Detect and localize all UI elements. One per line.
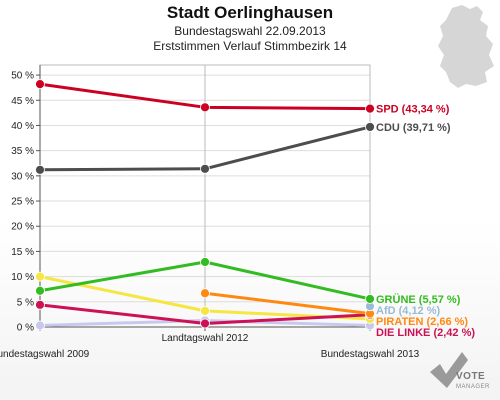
x-axis-ticks: Bundestagswahl 2009 Landtagswahl 2012 Bund… <box>0 327 420 360</box>
y-tick-label: 35 % <box>11 146 34 157</box>
series-line <box>203 291 372 316</box>
data-point <box>200 102 210 113</box>
data-point <box>200 288 210 299</box>
vote-manager-logo: VOTE MANAGER <box>430 352 490 390</box>
end-label: GRÜNE (5,57 %) <box>376 293 461 306</box>
series-gr-ne <box>35 257 375 304</box>
germany-map-icon <box>438 5 494 88</box>
y-tick-label: 15 % <box>11 247 34 258</box>
data-point <box>365 294 375 304</box>
data-point <box>35 299 45 310</box>
series-piraten <box>200 288 375 319</box>
brand-name: VOTE <box>456 371 485 382</box>
y-tick-label: 40 % <box>11 121 34 132</box>
data-point <box>200 318 210 329</box>
y-tick-label: 5 % <box>17 297 34 308</box>
end-labels: SPD (43,34 %) CDU (39,71 %) GRÜNE (5,57 %)… <box>376 104 475 339</box>
data-point <box>35 320 45 331</box>
data-point <box>35 271 45 282</box>
y-tick-label: 30 % <box>11 171 34 182</box>
y-axis-ticks: 0 % 5 % 10 % 15 % 20 % 25 % 30 % 35 % 40 % 45 % 50… <box>11 71 40 334</box>
data-point <box>365 122 375 132</box>
y-tick-label: 10 % <box>11 272 34 283</box>
data-point <box>35 285 45 296</box>
chart-title: Stadt Oerlinghausen <box>167 3 333 22</box>
end-label: PIRATEN (2,66 %) <box>376 316 468 328</box>
data-point <box>200 305 210 316</box>
brand-sub: MANAGER <box>456 384 490 390</box>
data-point <box>200 257 210 267</box>
end-label: CDU (39,71 %) <box>376 122 451 134</box>
x-tick-label: Landtagswahl 2012 <box>162 333 249 344</box>
data-point <box>35 164 45 175</box>
series-spd <box>35 79 375 114</box>
data-point <box>35 79 45 90</box>
x-tick-label: Bundestagswahl 2009 <box>0 349 90 360</box>
checkmark-logo-icon <box>430 352 468 388</box>
end-label: SPD (43,34 %) <box>376 104 450 116</box>
y-tick-label: 20 % <box>11 222 34 233</box>
chart-subtitle-2: Erststimmen Verlauf Stimmbezirk 14 <box>153 39 347 53</box>
series-group <box>35 79 375 331</box>
data-point <box>200 163 210 174</box>
x-tick-label: Bundestagswahl 2013 <box>321 349 420 360</box>
y-tick-label: 25 % <box>11 197 34 208</box>
series-cdu <box>35 122 375 175</box>
y-tick-label: 50 % <box>11 71 34 82</box>
end-label: DIE LINKE (2,42 %) <box>376 327 475 339</box>
data-point <box>365 103 375 114</box>
y-tick-label: 0 % <box>17 323 34 334</box>
y-tick-label: 45 % <box>11 96 34 107</box>
end-label: AfD (4,12 %) <box>376 305 441 317</box>
chart-subtitle: Bundestagswahl 22.09.2013 <box>174 24 326 38</box>
